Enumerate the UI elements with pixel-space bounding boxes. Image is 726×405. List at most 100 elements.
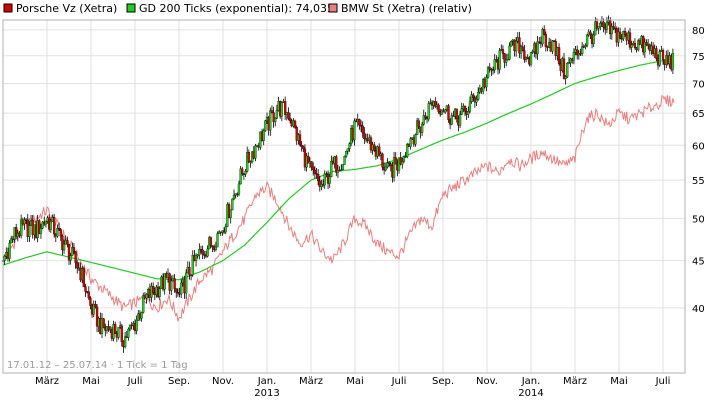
candle-body [447,105,450,121]
candle-body [89,297,92,306]
candle-body [536,41,539,55]
candle-body [341,164,345,170]
x-tick-label: März [35,376,59,387]
candle-body [348,143,351,149]
candle-body [328,176,331,184]
candle-body [523,50,526,60]
candle-body [128,324,132,330]
candle-body [39,228,43,234]
candle-body [618,31,622,39]
candle-body [384,166,387,171]
candle-body [576,49,579,56]
y-tick-label: 80 [692,26,705,37]
candle-body [62,243,66,251]
candle-body [275,110,279,119]
bmw-line [2,95,675,322]
candle-body [135,319,138,331]
y-axis: 80 75 70 65 60 55 50 45 40 [692,26,705,315]
y-tick-label: 50 [692,214,705,225]
candle-body [610,26,613,35]
candle-body [69,255,72,261]
candle-body [589,31,592,35]
candle-body [44,221,48,225]
candle-body [23,219,26,225]
candle-body [387,162,391,164]
candle-body [472,94,475,98]
candle-body [237,183,241,195]
candle-body [450,115,453,125]
candle-body [486,67,490,78]
candle-body [597,26,600,29]
candle-body [409,138,412,147]
candle-body [173,278,176,289]
candle-body [415,120,419,135]
x-tick-label: Jan. [521,376,541,387]
x-tick-label: Juli [655,376,671,387]
candle-body [440,110,444,115]
candle-body [584,45,587,47]
candle-body [151,286,155,293]
candle-body [531,51,534,53]
candle-body [414,134,417,145]
x-year-label: 2013 [254,388,279,399]
candle-body [300,144,303,147]
x-tick-label: Juli [127,376,143,387]
date-range-footer: 17.01.12 – 25.07.14 · 1 Tick = 1 Tag [7,360,188,371]
candle-body [94,303,97,308]
candle-body [544,34,547,47]
candle-body [399,157,402,165]
bmw-series [2,95,675,322]
candle-body [302,146,305,150]
candle-body [671,53,675,70]
candle-body [216,233,219,248]
candle-body [107,326,110,330]
candle-body [417,120,420,127]
candle-body [518,37,521,54]
candle-body [389,163,392,166]
candle-body [369,137,373,151]
candle-body [59,229,62,237]
candle-body [401,161,404,165]
candle-body [655,48,658,59]
candle-body [254,145,257,159]
candle-body [67,244,71,261]
candle-body [566,62,569,78]
candle-body [661,49,665,60]
candle-body [189,274,193,276]
candle-body [283,101,287,115]
candle-body [529,52,533,65]
candle-body [274,118,277,123]
candle-body [201,249,204,255]
porsche-series [1,15,675,353]
candle-body [241,168,244,174]
legend-swatch-bmw [328,3,338,13]
candle-body [468,101,472,112]
candle-body [170,280,173,291]
y-tick-label: 60 [692,141,705,152]
candle-body [463,105,467,112]
candle-body [470,94,473,103]
candle-body [84,286,87,292]
x-tick-label: Sep. [168,376,190,387]
candle-body [406,144,409,157]
candle-body [61,235,64,251]
candle-body [582,46,585,48]
candle-body [477,92,480,100]
candle-body [28,225,31,237]
candle-body [92,303,95,315]
candle-body [114,324,117,335]
candle-body [543,29,546,35]
candle-body [381,153,384,168]
candle-body [455,108,458,119]
candle-body [335,156,338,173]
candle-body [142,295,145,313]
candle-body [323,173,326,186]
candle-body [622,31,625,39]
candle-body [437,104,440,112]
candle-body [562,58,566,79]
x-tick-label: Mai [610,376,628,387]
candle-body [475,99,478,103]
candle-body [330,160,333,177]
candle-body [38,220,41,234]
